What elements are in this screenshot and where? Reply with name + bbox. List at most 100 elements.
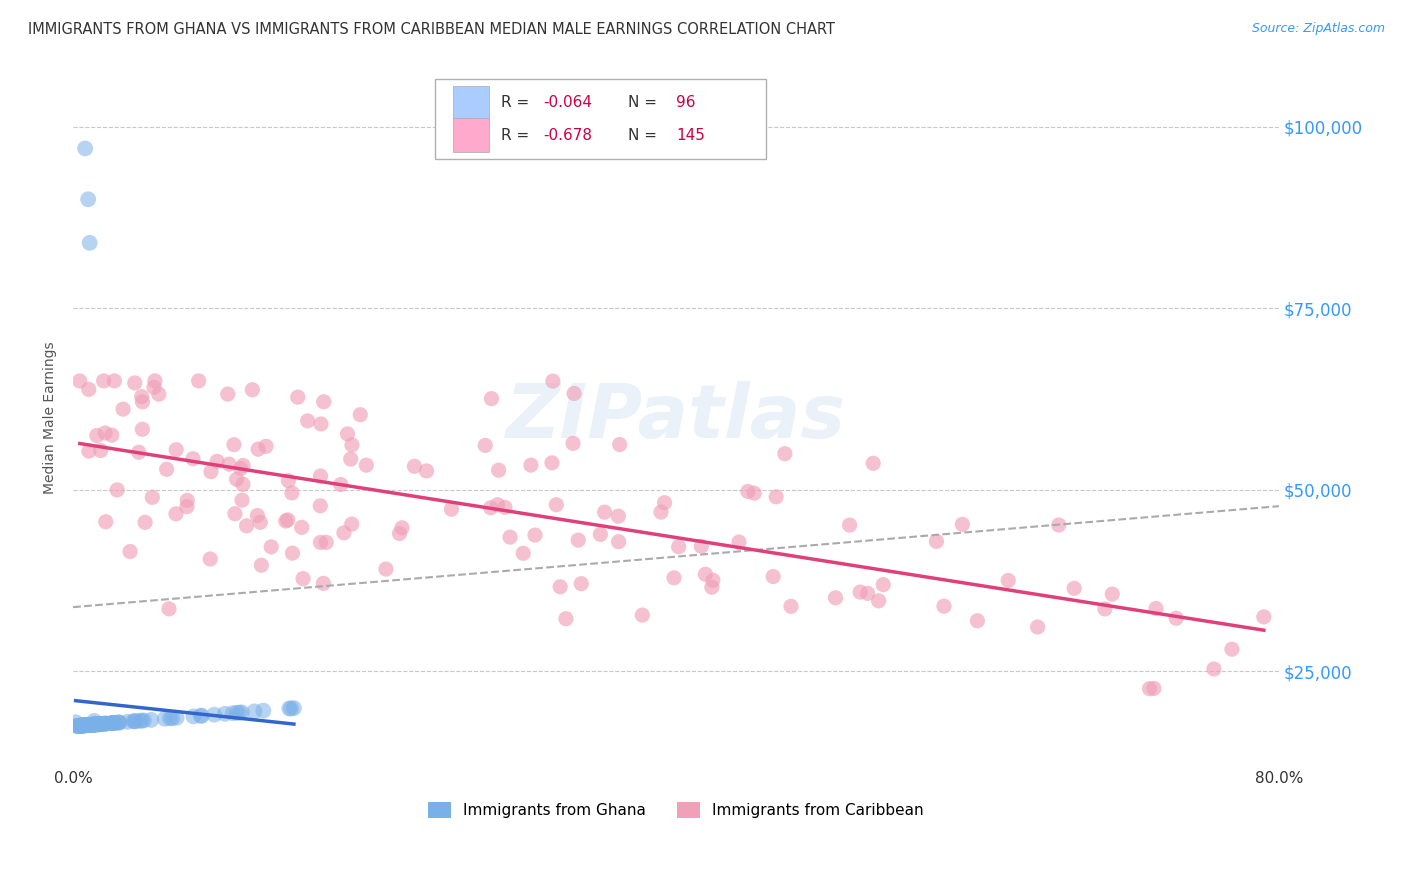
Point (183, 709, 205, 723)
Text: R =: R = (501, 128, 534, 143)
Point (440, 502, 463, 516)
Point (246, 508, 269, 523)
Point (176, 493, 198, 508)
Point (218, 457, 240, 471)
Point (231, 493, 253, 508)
Point (79, 718, 101, 732)
Point (225, 706, 247, 720)
Text: 96: 96 (676, 95, 696, 111)
Point (849, 585, 872, 599)
Point (70, 718, 93, 732)
Point (567, 533, 589, 548)
Point (254, 439, 277, 453)
Point (76, 718, 98, 732)
Point (120, 544, 142, 558)
Point (143, 374, 166, 388)
Bar (453, 119, 489, 152)
Point (156, 462, 179, 476)
Point (662, 571, 685, 585)
Point (128, 445, 150, 459)
Y-axis label: Median Male Earnings: Median Male Earnings (44, 341, 58, 493)
Point (93, 716, 115, 731)
Point (950, 517, 973, 532)
Point (562, 386, 585, 401)
Point (225, 472, 247, 486)
Point (200, 552, 222, 566)
Point (103, 374, 125, 388)
Point (93, 374, 115, 388)
Point (737, 484, 759, 499)
Point (224, 507, 246, 521)
Point (70, 718, 93, 732)
Point (349, 408, 371, 422)
Point (94, 716, 117, 731)
Point (868, 594, 890, 608)
Point (243, 705, 266, 719)
Point (309, 535, 332, 549)
Point (278, 701, 301, 715)
Point (481, 392, 503, 406)
Point (1047, 518, 1070, 533)
Point (283, 701, 305, 715)
Point (700, 580, 723, 594)
Point (569, 576, 592, 591)
FancyBboxPatch shape (434, 79, 766, 159)
Point (780, 599, 803, 614)
Text: IMMIGRANTS FROM GHANA VS IMMIGRANTS FROM CARIBBEAN MEDIAN MALE EARNINGS CORRELAT: IMMIGRANTS FROM GHANA VS IMMIGRANTS FROM… (28, 22, 835, 37)
Point (122, 714, 145, 729)
Point (148, 387, 170, 401)
Point (1253, 610, 1275, 624)
Point (86, 428, 108, 442)
Point (90, 443, 112, 458)
Point (356, 458, 378, 472)
Point (100, 716, 122, 731)
Point (309, 469, 332, 483)
Point (131, 714, 153, 728)
Point (131, 390, 153, 404)
Point (83, 717, 105, 731)
Point (124, 714, 146, 729)
Point (187, 374, 209, 388)
Point (654, 496, 676, 510)
Point (90, 717, 112, 731)
Point (70, 718, 93, 732)
Point (73, 718, 96, 732)
Point (101, 716, 124, 731)
Point (555, 612, 578, 626)
Point (87, 717, 110, 731)
Point (222, 438, 245, 452)
Point (824, 591, 846, 605)
Point (474, 438, 496, 452)
Point (141, 491, 163, 505)
Point (1144, 601, 1167, 615)
Point (80, 717, 103, 731)
Point (404, 459, 426, 474)
Point (80, 717, 103, 731)
Point (77, 383, 100, 397)
Point (315, 535, 337, 549)
Point (105, 483, 128, 497)
Text: -0.064: -0.064 (543, 95, 592, 111)
Point (217, 387, 239, 401)
Point (67, 719, 90, 733)
Point (72, 718, 94, 732)
Point (159, 711, 181, 725)
Point (374, 562, 396, 576)
Point (287, 390, 309, 404)
Point (607, 534, 630, 549)
Point (486, 498, 509, 512)
Point (82, 717, 104, 731)
Point (232, 477, 254, 491)
Point (87, 717, 110, 731)
Point (702, 574, 724, 588)
Point (607, 509, 630, 524)
Point (87, 717, 110, 731)
Point (541, 374, 564, 388)
Point (329, 477, 352, 491)
Point (1094, 602, 1116, 616)
Point (997, 574, 1019, 588)
Point (77, 192, 100, 206)
Point (281, 486, 304, 500)
Point (742, 486, 765, 500)
Point (1026, 620, 1049, 634)
